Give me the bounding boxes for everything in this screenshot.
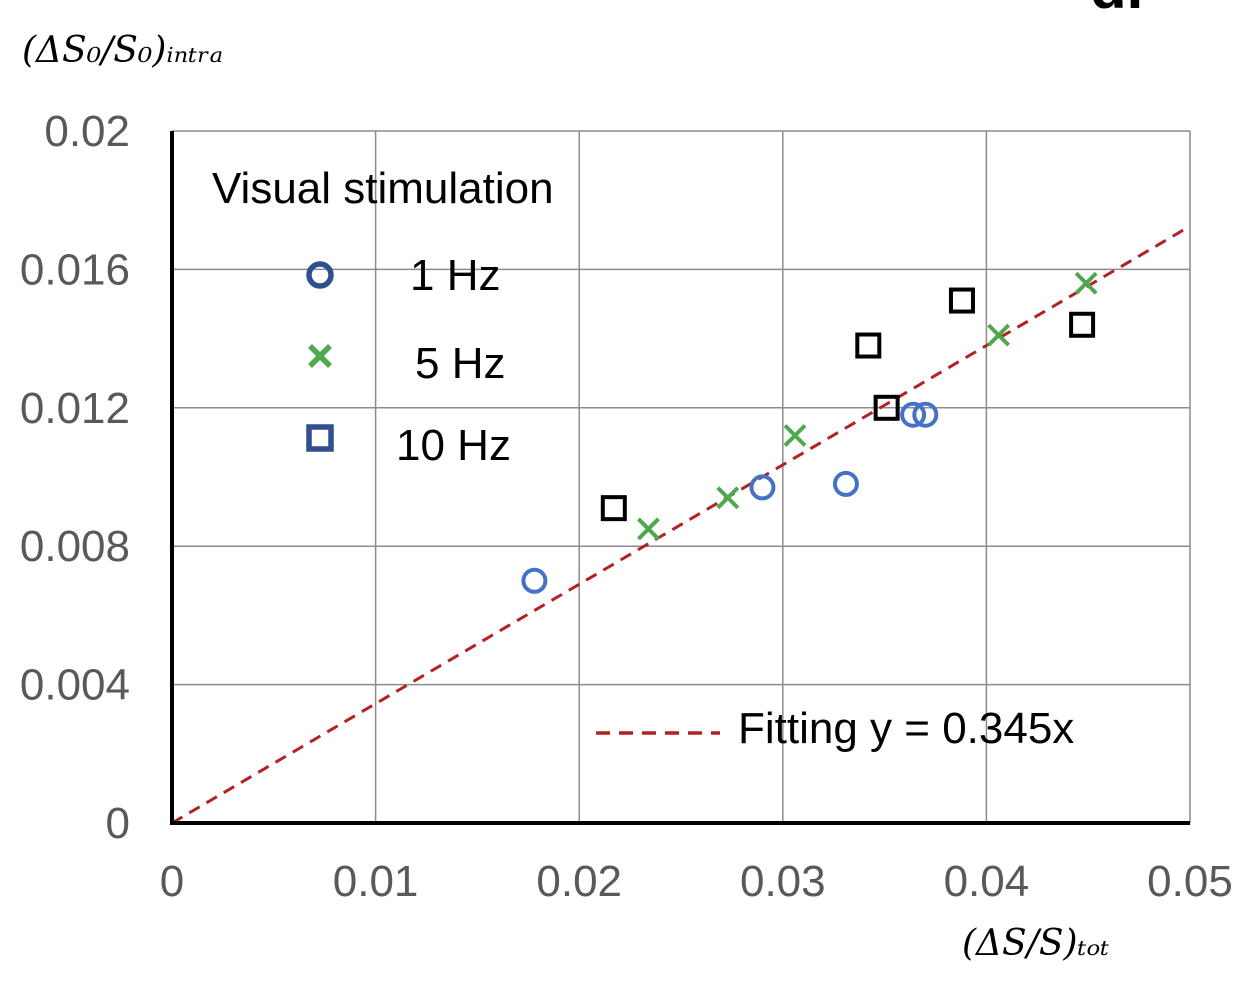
fit-legend-label: Fitting y = 0.345x [738,704,1074,753]
data-point-10-hz [873,394,900,421]
data-points [521,271,1098,594]
data-point-10-hz [948,287,975,314]
axes [170,131,1190,825]
x-tick-label: 0.04 [944,857,1030,906]
legend-marker-10-hz [306,424,334,452]
panel-label: d. [1090,0,1143,21]
data-point-1-hz [900,401,927,428]
data-point-5-hz [1074,271,1098,295]
legend-marker-5-hz [308,344,332,368]
legend-label-10-hz: 10 Hz [396,421,511,470]
y-tick-label: 0.012 [20,384,130,433]
data-point-5-hz [637,517,660,541]
data-point-5-hz [987,323,1011,347]
x-marker-stroke [783,424,807,447]
fit-legend: Fitting y = 0.345x [596,704,1074,753]
x-axis-title: (ΔS/S)ₜₒₜ [962,923,1109,964]
data-point-10-hz [1069,311,1096,338]
y-tick-label: 0.004 [20,661,130,710]
data-point-1-hz [912,401,939,428]
x-tick-label: 0.03 [740,857,826,906]
x-marker-stroke [1074,271,1098,295]
data-point-1-hz [749,474,776,501]
x-tick-label: 0.01 [333,857,419,906]
legend: Visual stimulation 1 Hz 5 Hz 10 Hz [212,164,554,470]
data-point-1-hz [832,470,859,497]
legend-label-1-hz: 1 Hz [410,251,500,300]
data-point-10-hz [855,332,882,359]
x-marker-stroke [308,344,332,368]
data-point-1-hz [521,567,548,594]
y-tick-label: 0 [106,799,130,848]
data-point-5-hz [716,486,740,510]
legend-marker-1-hz [306,261,334,289]
grid-lines [172,130,1191,823]
data-point-5-hz [783,424,807,447]
y-tick-label: 0.016 [20,245,130,294]
fit-line-group [171,224,1191,825]
fit-line [171,224,1191,825]
legend-title: Visual stimulation [212,164,554,213]
y-axis-title: (ΔS₀/S₀)ᵢₙₜᵣₐ [22,30,223,71]
x-marker-stroke [987,323,1011,347]
legend-items: 1 Hz 5 Hz 10 Hz [306,251,511,470]
x-tick-label: 0.02 [536,857,622,906]
x-marker-stroke [637,517,660,541]
tick-labels: 0 0.01 0.02 0.03 0.04 0.05 0 0.004 0.008 0.012 0.0… [20,107,1233,906]
legend-label-5-hz: 5 Hz [415,339,505,388]
x-marker-stroke [716,486,740,510]
x-tick-label: 0.05 [1147,857,1233,906]
y-tick-label: 0.008 [20,522,130,571]
x-tick-label: 0 [160,857,184,906]
data-point-10-hz [600,495,627,522]
y-tick-label: 0.02 [44,107,130,156]
